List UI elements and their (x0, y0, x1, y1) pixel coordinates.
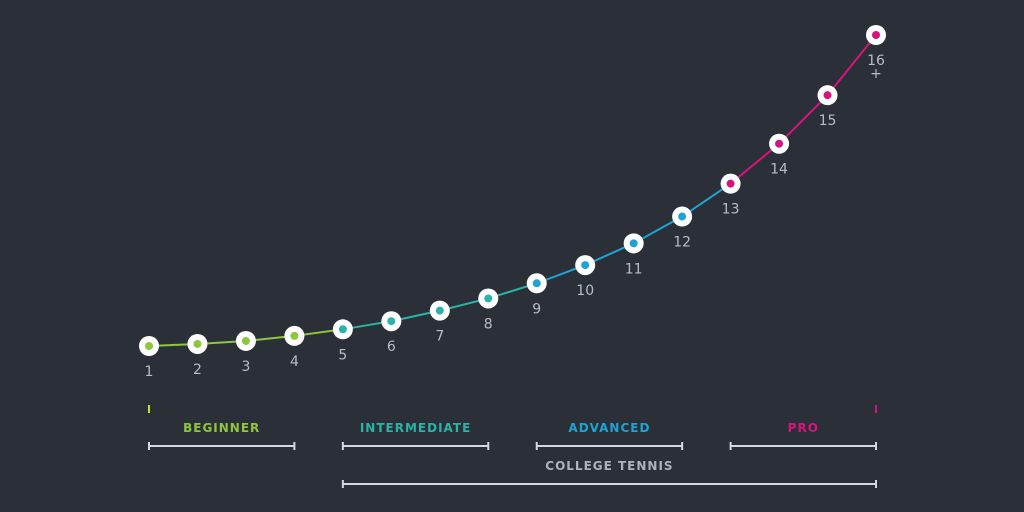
curve-segment (826, 34, 877, 97)
data-point (429, 300, 450, 321)
data-point (623, 233, 644, 254)
data-point (381, 311, 402, 332)
data-point-dot (872, 31, 880, 39)
level-bracket (729, 442, 877, 450)
data-point (478, 288, 499, 309)
data-point-dot (775, 139, 784, 148)
point-label-plus: + (870, 66, 882, 82)
data-point-dot (726, 179, 735, 188)
data-point (575, 255, 596, 276)
point-label: 7 (435, 329, 444, 345)
point-label: 12 (673, 235, 691, 251)
point-label: 2 (193, 362, 202, 378)
point-label: 8 (484, 316, 493, 332)
data-point-dot (338, 325, 347, 334)
level-label: ADVANCED (568, 421, 650, 435)
level-bracket (148, 442, 296, 450)
data-point (139, 336, 159, 356)
point-label: 10 (576, 283, 594, 299)
data-point-dot (387, 317, 396, 326)
point-label: 3 (241, 359, 250, 375)
data-point-dot (629, 239, 638, 248)
level-label: PRO (788, 421, 819, 435)
data-point (526, 273, 547, 294)
point-label: 6 (387, 339, 396, 355)
group-label: COLLEGE TENNIS (545, 459, 673, 473)
point-label: 13 (722, 202, 740, 218)
data-point-dot (581, 261, 590, 270)
group-bracket (341, 480, 877, 488)
data-point-dot (435, 306, 444, 315)
point-label: 4 (290, 354, 299, 370)
data-point-dot (241, 336, 250, 345)
data-point (332, 319, 353, 340)
data-point (284, 325, 305, 346)
data-point-dot (678, 212, 687, 221)
data-point (187, 333, 208, 354)
data-point (235, 330, 256, 351)
data-point-dot (145, 342, 153, 350)
data-point (817, 85, 838, 106)
point-label: 14 (770, 162, 788, 178)
curve-segment (778, 94, 829, 145)
data-point (769, 133, 790, 154)
curve-segment (729, 142, 781, 185)
level-track (148, 405, 877, 413)
level-labels-layer: BEGINNER INTERMEDIATE ADVANCED PRO COLLEGE T… (148, 421, 877, 488)
point-label: 15 (819, 113, 837, 129)
point-label: 9 (532, 301, 541, 317)
level-bracket (341, 442, 490, 450)
point-label: 1 (145, 364, 154, 380)
curve-layer (148, 34, 877, 347)
data-point-dot (532, 279, 541, 288)
data-point-dot (823, 91, 832, 100)
data-point (866, 25, 886, 45)
data-point-dot (290, 331, 299, 340)
data-point (672, 206, 693, 227)
data-point (720, 173, 741, 194)
point-label: 5 (338, 347, 347, 363)
data-point-dot (193, 339, 202, 348)
level-label: INTERMEDIATE (360, 421, 471, 435)
point-label: 16 (867, 53, 885, 69)
level-label: BEGINNER (183, 421, 260, 435)
point-label: 11 (625, 261, 643, 277)
level-bracket (535, 442, 684, 450)
data-point-dot (484, 294, 493, 303)
